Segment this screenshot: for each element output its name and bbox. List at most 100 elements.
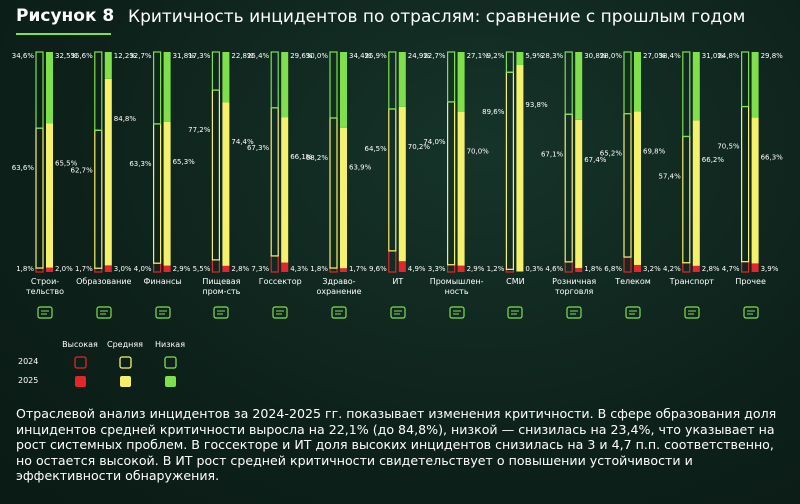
- value-label: 63,3%: [129, 160, 152, 168]
- value-label: 22,7%: [423, 52, 446, 60]
- bar-segment: [398, 261, 406, 272]
- bar-segment: [281, 117, 289, 263]
- bar-segment: [634, 111, 641, 265]
- bar-segment: [46, 52, 53, 124]
- category-label: СМИ: [506, 277, 525, 286]
- icon-shape: [625, 306, 641, 319]
- value-label: 0,3%: [525, 265, 543, 273]
- value-label: 2,8%: [702, 265, 720, 273]
- icon-shape: [742, 306, 759, 319]
- bar-segment: [281, 52, 289, 118]
- category-label: ИТ: [392, 277, 404, 286]
- bar-segment: [153, 262, 162, 273]
- value-label: 34,6%: [12, 52, 35, 60]
- icon-shape: [96, 306, 112, 319]
- bar-segment: [340, 268, 347, 272]
- value-label: 93,8%: [525, 101, 548, 109]
- value-label: 4,9%: [408, 265, 426, 273]
- value-label: 2,0%: [55, 265, 73, 273]
- value-label: 67,1%: [541, 150, 564, 158]
- bar-segment: [163, 52, 171, 122]
- bar-segment: [35, 127, 44, 269]
- value-label: 74,4%: [231, 138, 254, 146]
- bar-segment: [329, 117, 338, 269]
- value-label: 3,2%: [643, 265, 661, 273]
- value-label: 65,3%: [173, 158, 196, 166]
- value-label: 22,8%: [231, 52, 254, 60]
- value-label: 1,8%: [584, 265, 602, 273]
- value-label: 29,8%: [761, 52, 784, 60]
- value-label: 5,9%: [525, 52, 543, 60]
- bar-segment: [564, 51, 573, 115]
- bar-segment: [270, 107, 279, 257]
- value-label: 62,7%: [71, 166, 94, 174]
- icon-shape: [37, 306, 53, 319]
- bar-segment: [634, 264, 641, 272]
- value-label: 63,6%: [12, 164, 35, 172]
- bar-segment: [575, 268, 583, 272]
- value-label: 70,5%: [717, 143, 740, 151]
- value-label: 4,0%: [134, 265, 152, 273]
- industry-icon: [211, 302, 231, 322]
- legend-year: 2025: [18, 376, 39, 385]
- bar-segment: [153, 51, 162, 125]
- value-label: 24,9%: [408, 52, 431, 60]
- bar-segment: [270, 255, 279, 273]
- legend-label: Средняя: [107, 340, 143, 349]
- value-label: 77,2%: [188, 126, 211, 134]
- bar-segment: [447, 101, 456, 266]
- bar-segment: [447, 51, 456, 103]
- bar-segment: [35, 51, 44, 129]
- value-label: 70,2%: [408, 143, 431, 151]
- bar-segment: [163, 265, 171, 272]
- bar-segment: [634, 52, 641, 112]
- value-label: 3,0%: [114, 265, 132, 273]
- value-label: 89,6%: [482, 108, 505, 116]
- value-label: 66,3%: [761, 154, 784, 162]
- bar-segment: [457, 111, 465, 266]
- bar-segment: [388, 51, 397, 110]
- category-label: Образование: [76, 277, 132, 286]
- bar-segment: [682, 51, 691, 138]
- bar-segment: [751, 52, 759, 118]
- bar-segment: [623, 256, 632, 273]
- industry-icon: [623, 302, 643, 322]
- bar-segment: [564, 261, 573, 273]
- legend-year: 2024: [18, 357, 39, 366]
- bar-segment: [104, 52, 112, 79]
- bar-segment: [211, 259, 220, 273]
- legend-swatch: [74, 356, 87, 369]
- bar-segment: [270, 51, 279, 109]
- bar-segment: [329, 51, 338, 119]
- icon-shape: [331, 306, 347, 319]
- bar-segment: [163, 121, 171, 266]
- value-label: 70,0%: [467, 148, 490, 156]
- value-label: 4,6%: [545, 265, 563, 273]
- bar-segment: [623, 112, 632, 258]
- bar-segment: [281, 262, 289, 272]
- industry-icon: [35, 302, 55, 322]
- icon-shape: [154, 306, 171, 319]
- legend-swatch: [120, 376, 131, 387]
- bar-segment: [457, 52, 465, 112]
- legend-label: Высокая: [62, 340, 98, 349]
- bar-segment: [740, 105, 750, 263]
- industry-icon: [505, 302, 525, 322]
- figure-label: Рисунок 8: [16, 6, 115, 26]
- industry-icon: [682, 302, 702, 322]
- value-label: 2,9%: [173, 265, 191, 273]
- bar-segment: [623, 51, 632, 115]
- bar-segment: [104, 265, 112, 272]
- bar-segment: [222, 52, 230, 103]
- value-label: 1,2%: [487, 265, 505, 273]
- note: Отраслевой анализ инцидентов за 2024-202…: [16, 406, 777, 483]
- value-label: 27,0%: [643, 52, 666, 60]
- value-label: 35,6%: [71, 52, 94, 60]
- bar-segment: [94, 51, 103, 131]
- bar-segment: [398, 106, 406, 262]
- bar-segment: [682, 135, 691, 264]
- bar-segment: [682, 262, 691, 273]
- icon-shape: [684, 306, 700, 319]
- value-label: 12,2%: [114, 52, 137, 60]
- industry-icon: [329, 302, 349, 322]
